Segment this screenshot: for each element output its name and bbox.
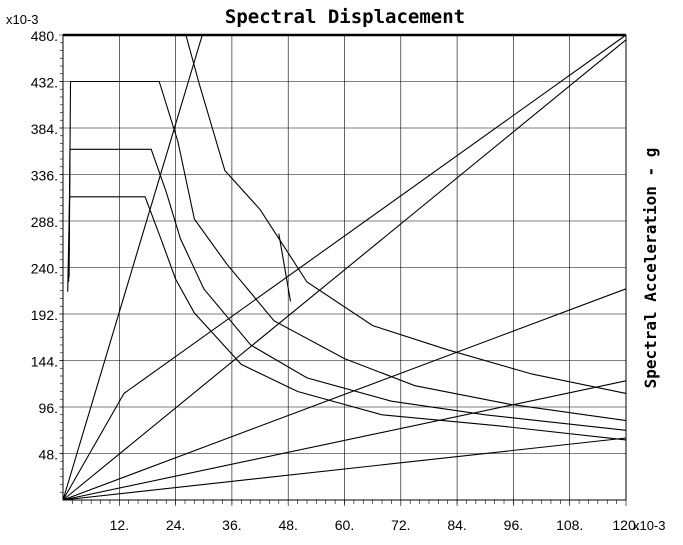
y-tick-label: 432.: [31, 75, 58, 91]
x-tick-label: 72.: [391, 517, 410, 533]
grid: [59, 34, 627, 506]
y-axis-label: Spectral Acceleration - g: [641, 148, 660, 389]
y-tick-label: 384.: [31, 121, 58, 137]
series-line-7: [185, 34, 627, 394]
x-tick-label: 120.: [612, 517, 639, 533]
x-ticks: 12. 24. 36. 48. 60. 72. 84. 96. 108. 120.: [110, 517, 640, 533]
series-line-3: [62, 39, 627, 501]
x-tick-label: 36.: [222, 517, 241, 533]
y-tick-label: 336.: [31, 168, 58, 184]
y-tick-label: 480.: [31, 28, 58, 44]
y-multiplier: x10-3: [6, 12, 39, 27]
y-tick-label: 144.: [31, 354, 58, 370]
y-ticks: 48. 96. 144. 192. 240. 288. 336. 384. 432. 480.: [31, 28, 58, 463]
x-tick-label: 12.: [110, 517, 129, 533]
x-tick-label: 60.: [335, 517, 354, 533]
series-group: [62, 34, 627, 501]
series-line-10: [67, 196, 627, 441]
x-multiplier: x10-3: [633, 518, 666, 533]
series-line-5: [62, 380, 627, 501]
x-tick-label: 24.: [166, 517, 185, 533]
y-tick-label: 240.: [31, 261, 58, 277]
x-tick-label: 96.: [504, 517, 523, 533]
y-tick-label: 192.: [31, 307, 58, 323]
y-tick-label: 96.: [39, 400, 58, 416]
series-line-1: [62, 34, 203, 501]
y-tick-label: 48.: [39, 447, 58, 463]
series-line-4: [62, 288, 627, 501]
series-line-6: [62, 437, 627, 501]
series-line-8: [68, 80, 627, 422]
x-tick-label: 108.: [556, 517, 583, 533]
series-line-11: [278, 233, 292, 302]
chart-title: Spectral Displacement: [225, 6, 465, 28]
y-tick-label: 288.: [31, 214, 58, 230]
series-line-2: [62, 34, 627, 501]
x-tick-label: 84.: [447, 517, 466, 533]
x-tick-label: 48.: [278, 517, 297, 533]
series-line-9: [68, 148, 627, 431]
